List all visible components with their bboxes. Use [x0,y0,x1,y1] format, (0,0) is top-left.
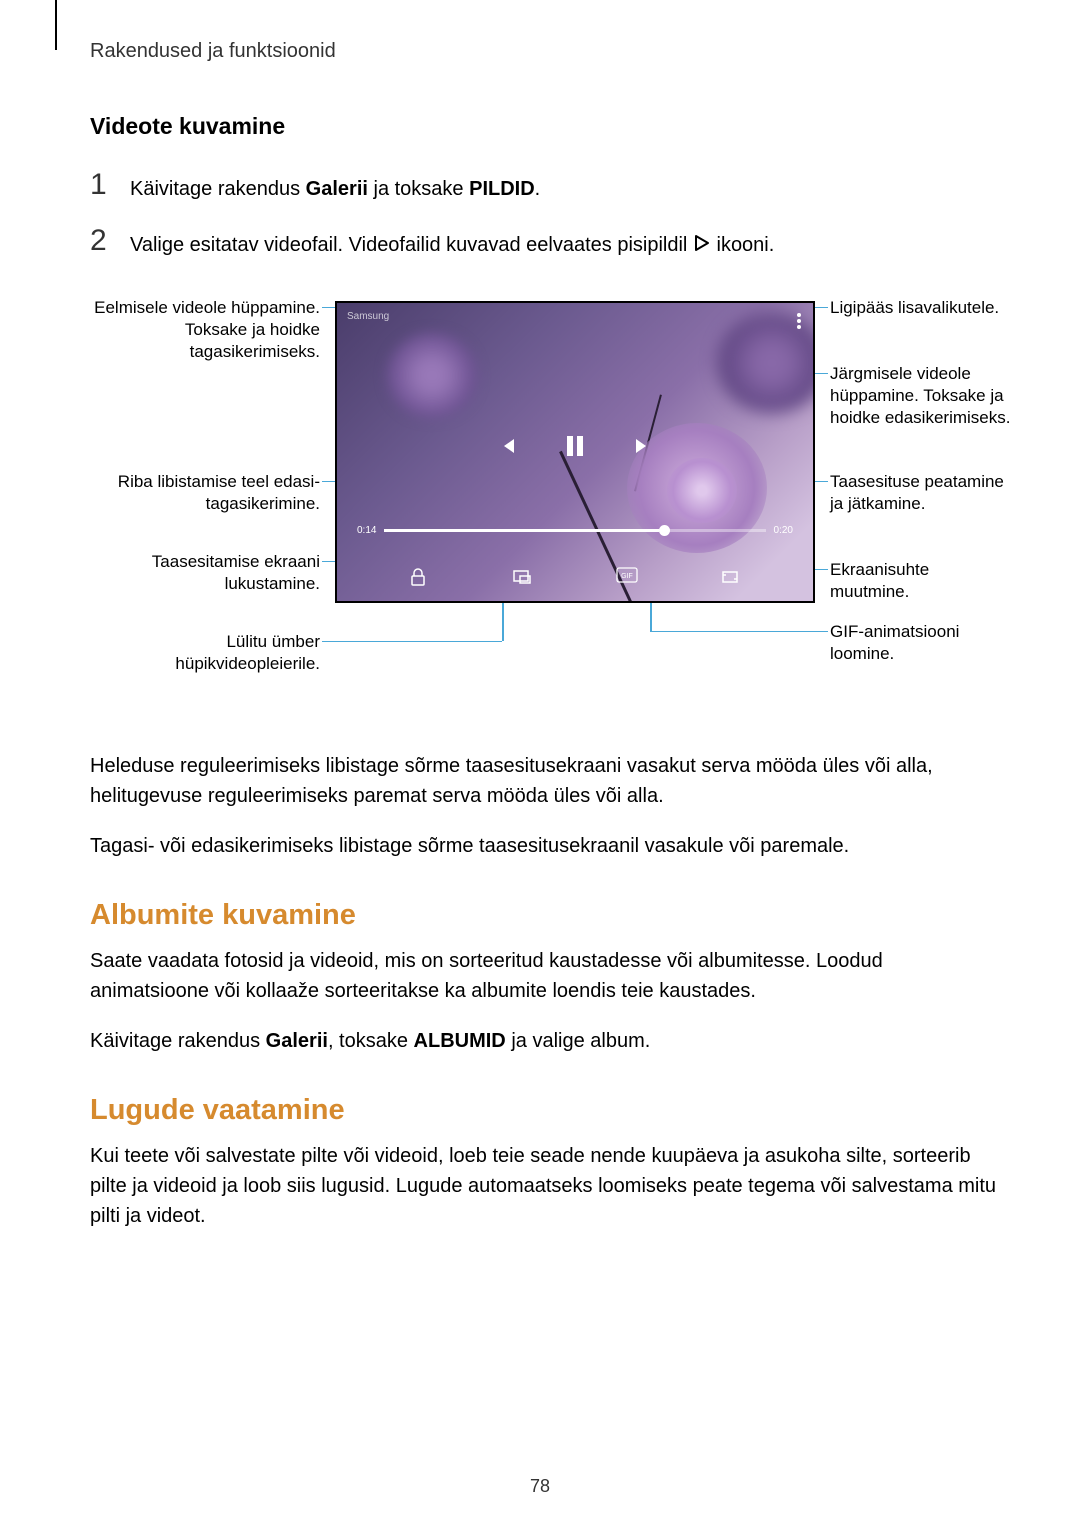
body-text-albums-2: Käivitage rakendus Galerii, toksake ALBU… [90,1026,1000,1056]
previous-icon[interactable] [494,433,520,459]
text: ja toksake [368,178,469,200]
aspect-ratio-icon[interactable] [720,567,742,589]
video-top-bar: Samsung [347,311,803,331]
video-player-screenshot: Samsung 0:14 0:20 [335,301,815,603]
next-icon[interactable] [630,433,656,459]
video-title-label: Samsung [347,311,389,331]
callout-seek-bar: Riba libistamise teel edasi-tagasikerimi… [90,471,320,515]
page-content: Rakendused ja funktsioonid Videote kuvam… [0,0,1080,1291]
step-text: Valige esitatav videofail. Videofailid k… [130,224,774,261]
callout-prev-video: Eelmisele videole hüppamine. Toksake ja … [90,297,320,363]
seek-bar[interactable]: 0:14 0:20 [357,521,793,541]
callout-lock-screen: Taasesitamise ekraani lukustamine. [90,551,320,595]
body-text-brightness: Heleduse reguleerimiseks libistage sõrme… [90,751,1000,811]
step-2: 2 Valige esitatav videofail. Videofailid… [90,224,1000,261]
callout-aspect-ratio: Ekraanisuhte muutmine. [830,559,1010,603]
section-title-videos: Videote kuvamine [90,113,1000,140]
seek-track[interactable] [384,529,765,532]
text-bold: Galerii [306,178,368,200]
section-title-stories: Lugude vaatamine [90,1094,1000,1127]
lock-icon[interactable] [408,567,430,589]
text: Valige esitatav videofail. Videofailid k… [130,234,693,256]
text-bold: ALBUMID [414,1030,506,1052]
callout-line [650,631,828,633]
svg-text:GIF: GIF [621,573,633,580]
breadcrumb: Rakendused ja funktsioonid [90,40,1000,63]
video-player-diagram: Eelmisele videole hüppamine. Toksake ja … [90,291,1000,721]
page-edge-mark [55,0,57,50]
callout-more-options: Ligipääs lisavalikutele. [830,297,1010,319]
text-bold: Galerii [266,1030,328,1052]
current-time-label: 0:14 [357,525,376,536]
callout-gif: GIF-animatsiooni loomine. [830,621,1010,665]
body-text-albums-1: Saate vaadata fotosid ja videoid, mis on… [90,946,1000,1006]
text: Käivitage rakendus [90,1030,266,1052]
text: Käivitage rakendus [130,178,306,200]
playback-controls [337,433,813,459]
step-number: 2 [90,224,130,257]
callout-line [322,641,502,643]
section-title-albums: Albumite kuvamine [90,899,1000,932]
callout-next-video: Järgmisele videole hüppamine. Toksake ja… [830,363,1030,429]
body-text-seek: Tagasi- või edasikerimiseks libistage sõ… [90,831,1000,861]
gif-icon[interactable]: GIF [616,567,638,589]
callout-play-pause: Taasesituse peatamine ja jätkamine. [830,471,1010,515]
text-bold: PILDID [469,178,535,200]
play-icon [693,231,711,261]
text: . [535,178,541,200]
total-time-label: 0:20 [774,525,793,536]
step-1: 1 Käivitage rakendus Galerii ja toksake … [90,168,1000,204]
step-text: Käivitage rakendus Galerii ja toksake PI… [130,168,540,204]
text: ja valige album. [506,1030,651,1052]
body-text-stories: Kui teete või salvestate pilte või video… [90,1141,1000,1231]
step-number: 1 [90,168,130,201]
callout-popup-player: Lülitu ümber hüpikvideopleierile. [90,631,320,675]
pause-icon[interactable] [562,433,588,459]
popup-player-icon[interactable] [512,567,534,589]
bottom-toolbar: GIF [337,567,813,589]
more-options-icon[interactable] [797,313,801,329]
page-number: 78 [0,1476,1080,1497]
text: ikooni. [711,234,774,256]
text: , toksake [328,1030,414,1052]
